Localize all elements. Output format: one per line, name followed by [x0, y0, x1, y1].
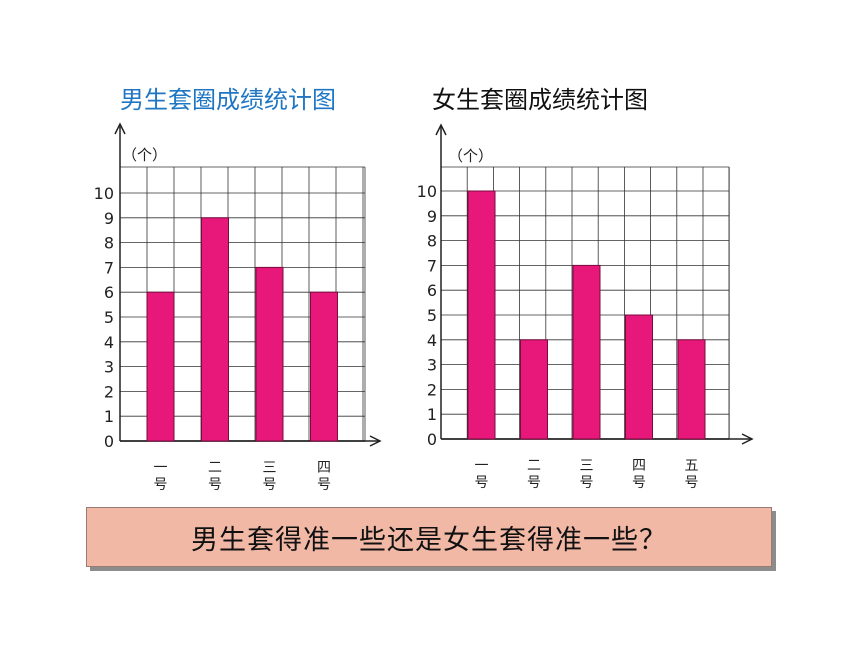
- girls-y-tick-label: 2: [427, 380, 437, 399]
- girls-bar: [677, 339, 706, 440]
- boys-category-label: 四号: [317, 460, 331, 493]
- girls-y-tick-label: 9: [427, 207, 437, 226]
- boys-category-label: 一号: [154, 460, 168, 493]
- girls-bar: [572, 264, 601, 440]
- boys-x-axis-arrow: [369, 435, 382, 447]
- girls-category-label: 二号: [527, 458, 541, 491]
- girls-y-tick-label: 8: [427, 232, 437, 251]
- boys-y-tick-label: 9: [104, 209, 114, 228]
- boys-y-tick-label: 5: [104, 308, 114, 327]
- girls-bar: [520, 339, 548, 440]
- boys-bar: [146, 291, 175, 442]
- boys-y-tick-label: 0: [104, 432, 114, 451]
- boys-y-tick-label: 4: [104, 333, 114, 352]
- boys-category-label: 二号: [208, 460, 222, 493]
- boys-y-tick-label: 7: [104, 258, 114, 277]
- girls-y-axis-arrow: [435, 123, 447, 136]
- girls-y-tick-label: 5: [427, 306, 437, 325]
- boys-chart-title: 男生套圈成绩统计图: [120, 86, 336, 114]
- boys-bar: [255, 266, 284, 442]
- girls-x-axis-arrow: [741, 433, 754, 445]
- girls-category-label: 三号: [580, 458, 594, 491]
- girls-y-tick-label: 6: [427, 281, 437, 300]
- girls-y-tick-label: 1: [427, 405, 437, 424]
- boys-y-tick-label: 1: [104, 407, 114, 426]
- girls-y-tick-label: 10: [417, 182, 437, 201]
- girls-bar: [625, 314, 653, 440]
- boys-y-tick-label: 10: [94, 184, 114, 203]
- boys-unit-label: （个）: [122, 146, 167, 164]
- girls-category-label: 四号: [632, 458, 646, 491]
- question-banner: 男生套得准一些还是女生套得准一些？: [86, 507, 772, 567]
- girls-category-label: 一号: [475, 458, 489, 491]
- girls-y-tick-label: 4: [427, 331, 437, 350]
- girls-category-label: 五号: [685, 458, 699, 491]
- girls-y-tick-label: 7: [427, 256, 437, 275]
- boys-y-tick-label: 3: [104, 358, 114, 377]
- girls-y-tick-label: 0: [427, 430, 437, 449]
- boys-category-label: 三号: [263, 460, 277, 493]
- boys-y-axis-arrow: [114, 122, 126, 135]
- boys-bar: [201, 217, 229, 442]
- girls-unit-label: （个）: [448, 147, 493, 165]
- girls-y-tick-label: 3: [427, 356, 437, 375]
- boys-y-tick-label: 2: [104, 382, 114, 401]
- girls-chart-title: 女生套圈成绩统计图: [432, 86, 648, 114]
- girls-bar: [467, 190, 496, 440]
- boys-y-tick-label: 6: [104, 283, 114, 302]
- boys-bar: [310, 291, 338, 442]
- question-text: 男生套得准一些还是女生套得准一些？: [191, 524, 667, 556]
- boys-y-tick-label: 8: [104, 234, 114, 253]
